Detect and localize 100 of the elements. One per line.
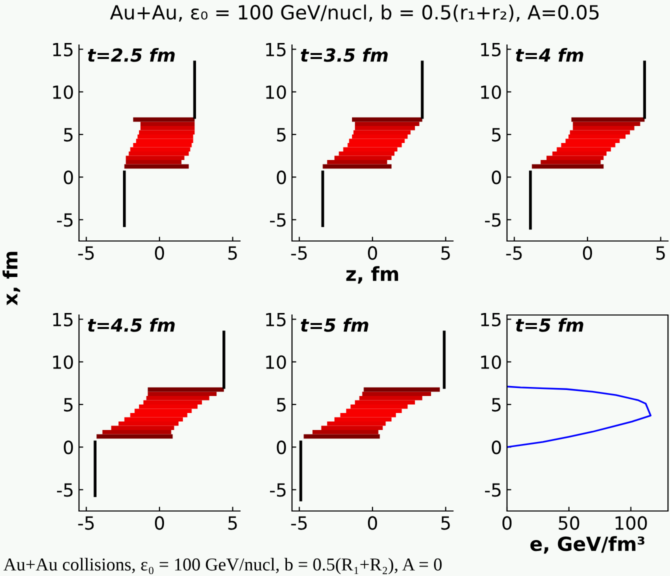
bar — [312, 430, 378, 434]
y-tick-label: 10 — [266, 85, 286, 99]
y-tick-label: -5 — [57, 213, 73, 227]
annotation: t=3.5 fm — [300, 48, 388, 62]
bar — [327, 160, 388, 164]
y-tick-label: -5 — [57, 483, 73, 497]
bar — [146, 396, 210, 400]
bar — [354, 122, 420, 126]
x-axis-title: e, GeV/fm³ — [530, 536, 644, 554]
y-tick-label: 15 — [266, 42, 286, 56]
y-axis-title: x, fm — [2, 252, 20, 306]
annotation: t=4 fm — [516, 48, 584, 62]
x-tick-label: 0 — [502, 516, 512, 530]
x-tick-label: -5 — [78, 246, 94, 260]
bar — [126, 156, 184, 160]
x-tick-label: -5 — [506, 246, 522, 260]
annotation: t=4.5 fm — [88, 318, 175, 332]
text: Au+Au, ε₀ = 100 GeV/nucl, b = 0.5(r₁+r₂), A=0.05 — [110, 4, 599, 22]
x-tick-label: 5 — [228, 246, 237, 260]
y-tick-label: 15 — [481, 42, 501, 56]
x-tick-label: 5 — [656, 246, 665, 260]
bar — [148, 387, 224, 392]
y-tick-label: 10 — [481, 85, 501, 99]
y-tick-label: 0 — [276, 440, 286, 454]
bar — [304, 434, 380, 439]
x-tick-label: 50 — [558, 516, 580, 530]
bar — [96, 434, 173, 439]
x-tick-label: -5 — [78, 516, 94, 530]
y-tick-label: 10 — [53, 85, 73, 99]
x-tick-label: 5 — [441, 246, 450, 260]
bar — [572, 126, 634, 130]
bar — [130, 147, 190, 152]
bar — [334, 156, 392, 160]
bar — [570, 130, 630, 134]
bar — [359, 396, 422, 400]
x-axis-title: z, fm — [346, 266, 398, 284]
bar — [133, 117, 195, 122]
y-tick-label: 0 — [492, 170, 501, 184]
y-tick-label: 0 — [64, 440, 73, 454]
y-tick-label: 5 — [64, 128, 73, 142]
x-tick-label: -5 — [291, 246, 307, 260]
bar — [143, 400, 202, 404]
annotation: t=5 fm — [516, 318, 584, 332]
x-tick-label: 0 — [154, 246, 164, 260]
y-tick-label: 15 — [481, 312, 501, 326]
x-tick-label: 0 — [368, 246, 378, 260]
y-tick-label: 15 — [53, 312, 73, 326]
bar — [352, 134, 408, 139]
x-tick-label: -5 — [291, 516, 307, 530]
bar — [568, 134, 626, 139]
bar — [148, 392, 217, 396]
bar — [321, 426, 383, 430]
y-tick-label: 10 — [53, 355, 73, 369]
y-tick-label: 10 — [481, 355, 501, 369]
y-tick-label: 0 — [276, 170, 286, 184]
bar — [353, 130, 411, 134]
annotation: t=2.5 fm — [88, 48, 175, 62]
y-tick-label: -5 — [485, 483, 501, 497]
bar — [102, 430, 172, 434]
bar — [364, 387, 440, 392]
y-tick-label: 0 — [64, 170, 73, 184]
bar — [140, 122, 195, 126]
x-tick-label: 5 — [441, 516, 450, 530]
y-tick-label: 5 — [277, 128, 286, 142]
x-tick-label: 100 — [616, 516, 647, 530]
bar — [354, 126, 415, 130]
bar — [362, 392, 432, 396]
bar — [128, 152, 189, 156]
y-tick-label: 0 — [492, 440, 501, 454]
bar — [540, 160, 601, 164]
y-tick-label: 15 — [266, 312, 286, 326]
bar — [138, 134, 194, 139]
bar — [532, 164, 604, 169]
bar — [546, 156, 604, 160]
y-tick-label: 5 — [492, 398, 501, 412]
annotation: t=5 fm — [300, 318, 368, 332]
y-tick-label: -5 — [485, 213, 501, 227]
bar — [572, 122, 640, 126]
x-tick-label: 0 — [582, 246, 592, 260]
y-tick-label: 5 — [277, 398, 286, 412]
bar — [338, 152, 394, 156]
bar — [571, 117, 645, 122]
bar — [322, 164, 392, 169]
bar — [552, 152, 607, 156]
bar — [126, 160, 182, 164]
y-tick-label: 5 — [492, 128, 501, 142]
bar — [354, 400, 415, 404]
x-tick-label: 0 — [368, 516, 378, 530]
bar — [118, 422, 179, 426]
x-tick-label: 0 — [154, 516, 164, 530]
y-tick-label: 5 — [64, 398, 73, 412]
bar — [111, 426, 174, 430]
y-tick-label: -5 — [270, 213, 286, 227]
bar — [352, 117, 422, 122]
y-tick-label: 15 — [53, 42, 73, 56]
bar — [139, 130, 195, 134]
y-tick-label: -5 — [270, 483, 286, 497]
text: Au+Au collisions, ε₀ = 100 GeV/nucl, b = 0.5(R₁+R₂), A = 0 — [4, 558, 442, 574]
x-tick-label: 5 — [228, 516, 237, 530]
bar — [124, 164, 189, 169]
